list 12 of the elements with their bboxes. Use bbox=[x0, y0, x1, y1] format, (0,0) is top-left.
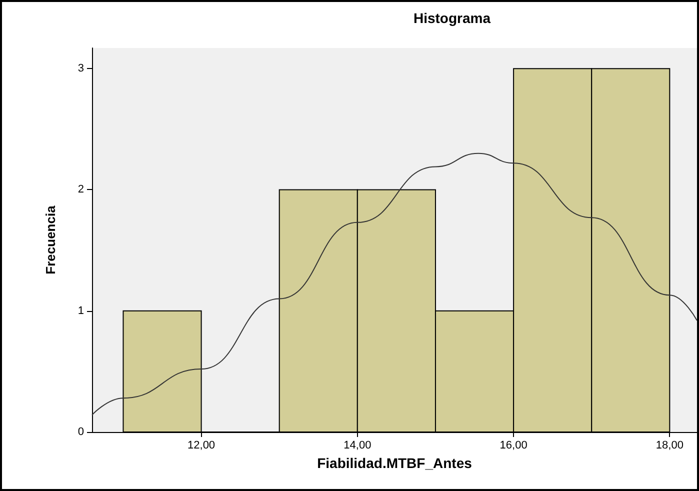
x-tick-label: 16,00 bbox=[500, 440, 528, 452]
y-axis-title: Frecuencia bbox=[43, 204, 58, 274]
x-tick-label: 12,00 bbox=[188, 440, 216, 452]
y-tick-label: 2 bbox=[78, 184, 84, 196]
x-tick-label: 14,00 bbox=[344, 440, 372, 452]
x-tick-label: 18,00 bbox=[656, 440, 684, 452]
line-series bbox=[92, 152, 697, 416]
y-tick-label: 0 bbox=[78, 426, 84, 438]
y-tick-label: 1 bbox=[78, 304, 84, 317]
chart-title: Histograma bbox=[413, 10, 491, 26]
x-axis-title: Fiabilidad.MTBF_Antes bbox=[317, 455, 472, 471]
y-tick-label: 3 bbox=[78, 62, 84, 75]
